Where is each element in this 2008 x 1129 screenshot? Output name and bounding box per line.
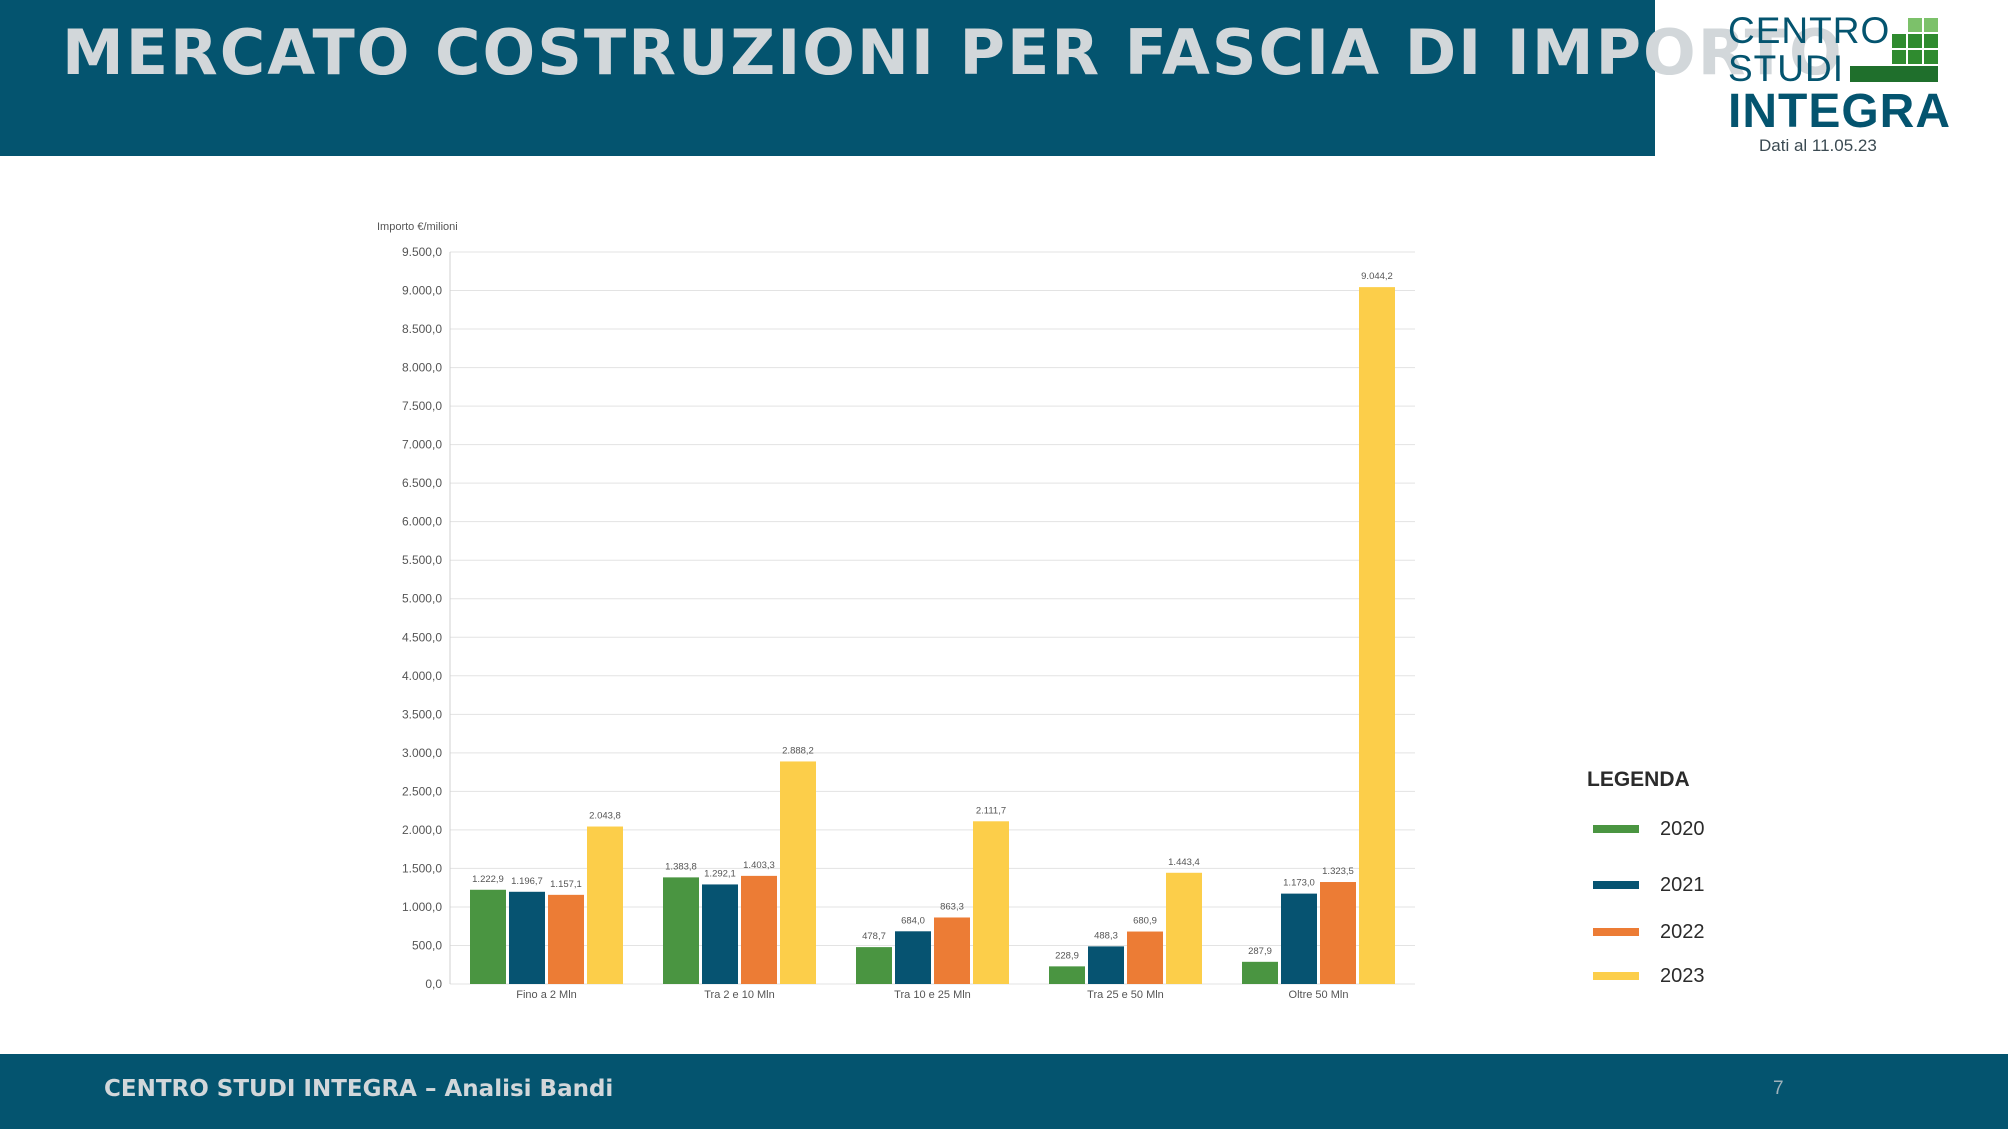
footer-text: CENTRO STUDI INTEGRA – Analisi Bandi [104, 1076, 614, 1102]
y-tick-label: 1.500,0 [402, 861, 442, 875]
logo-mark-icon [1850, 18, 1938, 82]
data-label: 1.383,8 [665, 861, 697, 872]
y-tick-label: 2.500,0 [402, 784, 442, 798]
bar-2020 [663, 877, 699, 984]
data-label: 1.173,0 [1283, 878, 1315, 889]
bar-2022 [934, 917, 970, 984]
y-tick-label: 8.500,0 [402, 322, 442, 336]
data-label: 1.403,3 [743, 860, 775, 871]
bar-2021 [509, 891, 545, 984]
data-labels: 1.222,9 1.196,7 1.157,1 2.043,8 1.383,8 1.292… [472, 271, 1393, 961]
y-tick-label: 5.500,0 [402, 553, 442, 567]
logo-line-1: CENTRO [1728, 10, 1891, 51]
y-tick-label: 6.000,0 [402, 515, 442, 529]
y-axis-title: Importo €/milioni [377, 221, 458, 233]
data-label: 1.196,7 [511, 876, 543, 887]
data-label: 1.323,5 [1322, 866, 1354, 877]
legend-label-2021: 2021 [1660, 874, 1705, 896]
x-tick-labels: Fino a 2 Mln Tra 2 e 10 Mln Tra 10 e 25 Ml… [516, 989, 1348, 1001]
data-label: 2.043,8 [589, 811, 621, 822]
bar-2023 [780, 761, 816, 984]
y-tick-label: 7.000,0 [402, 438, 442, 452]
legend-swatch-2023 [1593, 972, 1639, 980]
data-label: 1.443,4 [1168, 857, 1200, 868]
data-label: 9.044,2 [1361, 271, 1393, 282]
bar-2021 [1088, 946, 1124, 984]
bar-2023 [1359, 287, 1395, 984]
y-tick-label: 9.500,0 [402, 245, 442, 259]
y-tick-label: 7.500,0 [402, 399, 442, 413]
bar-2022 [1127, 931, 1163, 984]
data-label: 228,9 [1055, 950, 1079, 961]
bar-2020 [1049, 966, 1085, 984]
legend-label-2023: 2023 [1660, 965, 1705, 987]
bar-2021 [702, 884, 738, 984]
y-tick-label: 8.000,0 [402, 361, 442, 375]
logo: CENTRO STUDI INTEGRA Dati al 11.05.23 [1655, 0, 2008, 160]
header-bar: MERCATO COSTRUZIONI PER FASCIA DI IMPORT… [0, 0, 1842, 156]
bar-2020 [856, 947, 892, 984]
legend-title: LEGENDA [1587, 768, 1690, 791]
bar-2023 [973, 821, 1009, 984]
data-label: 488,3 [1094, 930, 1118, 941]
logo-date: Dati al 11.05.23 [1759, 136, 1877, 155]
y-tick-label: 5.000,0 [402, 592, 442, 606]
bar-2021 [1281, 893, 1317, 984]
data-label: 680,9 [1133, 916, 1157, 927]
logo-line-3: INTEGRA [1728, 85, 1951, 138]
bar-chart: Importo €/milioni 0,0 500,0 1.000,0 1.500,0… [377, 221, 1415, 1001]
legend-swatch-2021 [1593, 881, 1639, 889]
data-label: 863,3 [940, 901, 964, 912]
logo-line-2: STUDI [1728, 48, 1844, 89]
data-label: 2.111,7 [976, 805, 1006, 816]
y-tick-label: 0,0 [425, 977, 442, 991]
bars [470, 287, 1395, 984]
x-tick-label: Tra 2 e 10 Mln [704, 989, 775, 1001]
data-label: 478,7 [862, 931, 886, 942]
data-label: 287,9 [1248, 946, 1272, 957]
x-tick-label: Tra 10 e 25 Mln [894, 989, 971, 1001]
y-tick-label: 500,0 [412, 938, 442, 952]
data-label: 684,0 [901, 915, 925, 926]
bar-2022 [1320, 882, 1356, 984]
data-label: 1.222,9 [472, 874, 504, 885]
y-tick-label: 3.500,0 [402, 707, 442, 721]
page-number: 7 [1773, 1078, 1784, 1099]
bar-2023 [1166, 872, 1202, 984]
bar-2022 [741, 875, 777, 984]
data-label: 1.292,1 [704, 868, 736, 879]
bar-2022 [548, 894, 584, 984]
y-tick-label: 2.000,0 [402, 823, 442, 837]
y-tick-label: 9.000,0 [402, 284, 442, 298]
y-tick-labels: 0,0 500,0 1.000,0 1.500,0 2.000,0 2.500,0 3.00… [402, 245, 442, 991]
page-title: MERCATO COSTRUZIONI PER FASCIA DI IMPORT… [62, 16, 1844, 89]
x-tick-label: Fino a 2 Mln [516, 989, 577, 1001]
bar-2023 [587, 826, 623, 984]
legend-swatch-2022 [1593, 928, 1639, 936]
data-label: 1.157,1 [550, 879, 582, 890]
x-tick-label: Tra 25 e 50 Mln [1087, 989, 1164, 1001]
legend-swatch-2020 [1593, 825, 1639, 833]
y-tick-label: 3.000,0 [402, 746, 442, 760]
y-tick-label: 6.500,0 [402, 476, 442, 490]
footer-bar: CENTRO STUDI INTEGRA – Analisi Bandi 7 [0, 1054, 2008, 1129]
y-tick-label: 4.500,0 [402, 630, 442, 644]
bar-2020 [1242, 961, 1278, 984]
legend-label-2020: 2020 [1660, 818, 1705, 840]
bar-2021 [895, 931, 931, 984]
legend-label-2022: 2022 [1660, 921, 1705, 943]
y-tick-label: 4.000,0 [402, 669, 442, 683]
x-tick-label: Oltre 50 Mln [1289, 989, 1349, 1001]
data-label: 2.888,2 [782, 745, 814, 756]
bar-2020 [470, 889, 506, 984]
y-tick-label: 1.000,0 [402, 900, 442, 914]
